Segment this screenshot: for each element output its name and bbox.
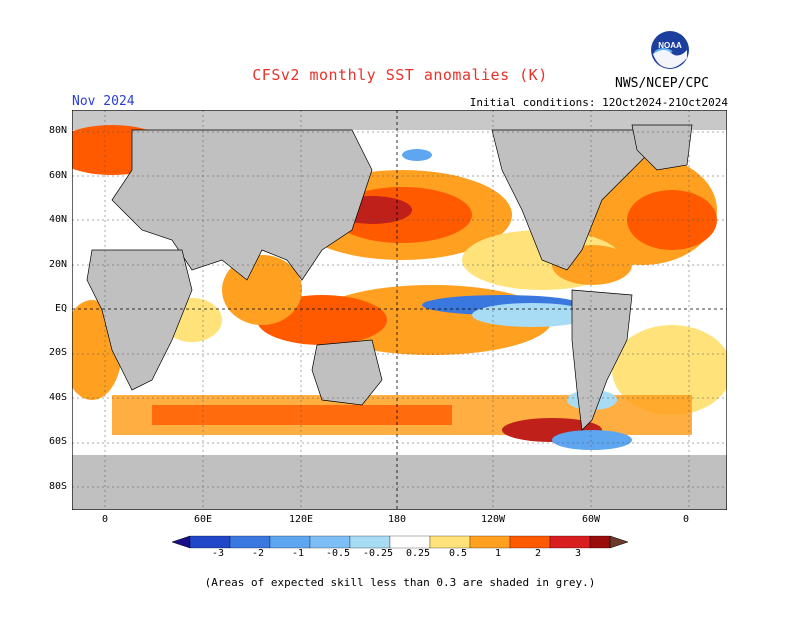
lon-label: 120W — [480, 514, 506, 525]
lon-label: 60W — [581, 514, 601, 525]
colorbar-label: -0.25 — [362, 548, 394, 559]
cool-anomaly-layer — [402, 149, 632, 450]
lon-label: 180 — [387, 514, 407, 525]
colorbar-label: -0.5 — [325, 548, 351, 559]
chart-title: CFSv2 monthly SST anomalies (K) — [252, 66, 548, 84]
colorbar-label: 2 — [534, 548, 542, 559]
initial-conditions: Initial conditions: 12Oct2024-21Oct2024 — [469, 96, 728, 109]
colorbar-segment — [589, 535, 611, 549]
colorbar-segment — [389, 535, 431, 549]
lat-label: 60N — [48, 170, 67, 181]
colorbar-segment — [349, 535, 391, 549]
colorbar-segment — [429, 535, 471, 549]
continents — [86, 124, 693, 431]
lon-label: 0 — [101, 514, 109, 525]
antarctica-land — [72, 455, 727, 510]
greenland-land — [631, 124, 693, 171]
skill-footnote: (Areas of expected skill less than 0.3 a… — [204, 576, 596, 589]
lon-label: 0 — [682, 514, 690, 525]
agency-label: NWS/NCEP/CPC — [615, 76, 709, 91]
svg-text:NOAA: NOAA — [658, 41, 682, 50]
lon-label: 120E — [288, 514, 314, 525]
colorbar-segment — [309, 535, 351, 549]
colorbar-segment — [269, 535, 311, 549]
colorbar-segment — [189, 535, 231, 549]
forecast-month: Nov 2024 — [72, 94, 135, 109]
lat-label: 40N — [48, 214, 67, 225]
australia-land — [311, 339, 383, 406]
south-america-land — [571, 289, 633, 431]
africa-land — [86, 249, 193, 391]
colorbar-label: -3 — [211, 548, 225, 559]
colorbar-label: -1 — [291, 548, 305, 559]
equator-dateline — [72, 110, 727, 510]
colorbar-label: 3 — [574, 548, 582, 559]
colorbar-segment — [549, 535, 591, 549]
lat-label: EQ — [54, 303, 67, 314]
colorbar-segment — [469, 535, 511, 549]
colorbar-label: 1 — [494, 548, 502, 559]
noaa-logo: NOAA — [651, 31, 689, 69]
lat-label: 20S — [48, 347, 67, 358]
colorbar-segment — [229, 535, 271, 549]
colorbar-label: -2 — [251, 548, 265, 559]
graticule — [72, 110, 727, 510]
eurasia-land — [111, 129, 373, 281]
lat-label: 60S — [48, 436, 67, 447]
colorbar — [172, 535, 628, 549]
lat-label: 40S — [48, 392, 67, 403]
lat-label: 80N — [48, 125, 67, 136]
colorbar-segment — [509, 535, 551, 549]
lat-label: 20N — [48, 259, 67, 270]
colorbar-min-arrow — [172, 535, 191, 549]
lon-label: 60E — [193, 514, 213, 525]
lat-label: 80S — [48, 481, 67, 492]
arctic-low-skill-region — [72, 110, 727, 130]
sst-anomaly-map — [72, 110, 727, 510]
colorbar-label: 0.25 — [405, 548, 431, 559]
colorbar-label: 0.5 — [448, 548, 468, 559]
colorbar-max-arrow — [609, 535, 628, 549]
